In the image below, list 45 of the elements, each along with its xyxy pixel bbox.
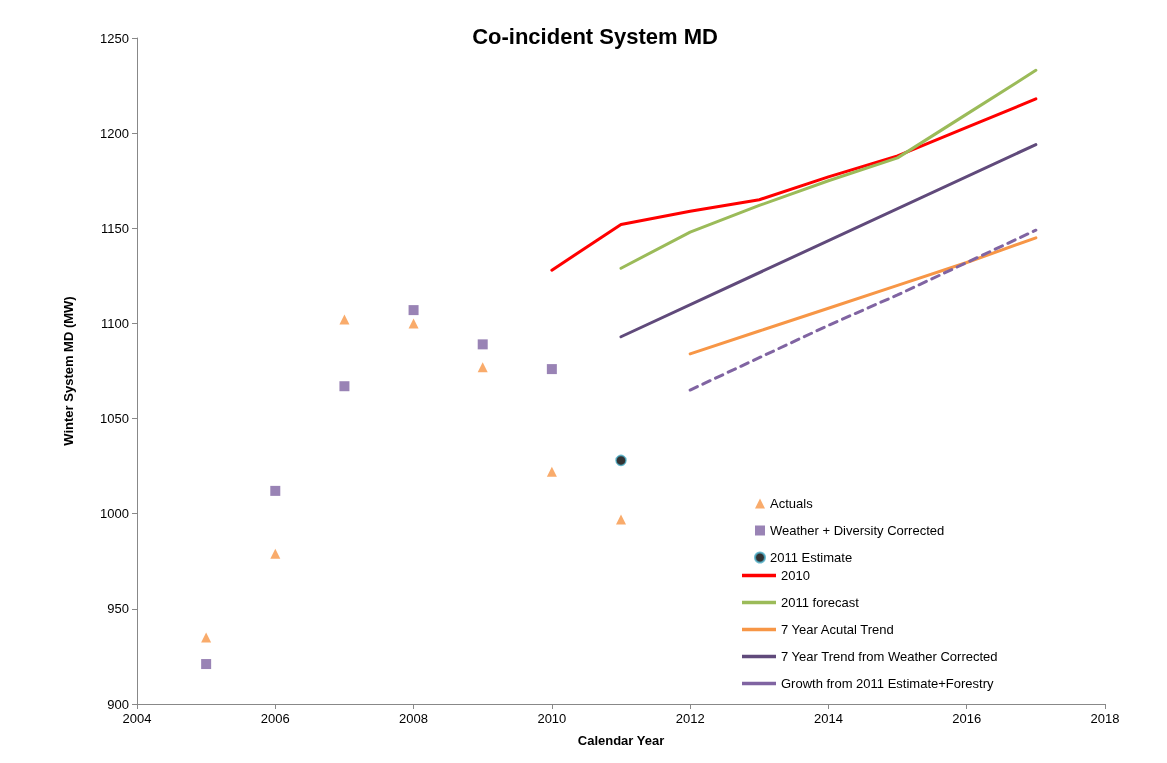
x-tick-label: 2016 bbox=[952, 711, 982, 726]
line-series bbox=[550, 97, 1038, 272]
legend-label: 2010 bbox=[781, 568, 810, 583]
legend-label: Actuals bbox=[770, 496, 814, 511]
point bbox=[408, 318, 419, 329]
point bbox=[270, 548, 281, 559]
x-tick-label: 2014 bbox=[813, 711, 843, 726]
x-axis-title: Calendar Year bbox=[577, 733, 665, 748]
point bbox=[201, 659, 212, 670]
point bbox=[616, 514, 626, 525]
legend-label: 2011 forecast bbox=[781, 595, 860, 610]
point bbox=[408, 305, 419, 316]
x-tick-label: 2008 bbox=[399, 711, 429, 726]
y-tick-label: 1200 bbox=[100, 125, 129, 141]
point bbox=[615, 454, 627, 467]
x-tick-label: 2004 bbox=[122, 711, 152, 726]
point bbox=[339, 381, 350, 392]
y-tick-label: 900 bbox=[107, 696, 129, 712]
x-tick-label: 2010 bbox=[537, 711, 567, 726]
y-tick-label: 1050 bbox=[100, 411, 129, 427]
y-tick-label: 1100 bbox=[101, 315, 129, 331]
x-tick-label: 2012 bbox=[675, 711, 705, 726]
line-series bbox=[619, 68, 1038, 270]
y-tick-label: 1150 bbox=[101, 220, 129, 236]
point bbox=[339, 314, 350, 325]
line-series bbox=[688, 236, 1038, 356]
y-axis-title: Winter System MD (MW) bbox=[61, 296, 76, 446]
line-series bbox=[688, 228, 1038, 392]
legend-label: Growth from 2011 Estimate+Forestry bbox=[781, 676, 995, 691]
chart-title: Co-incident System MD bbox=[472, 23, 718, 49]
point bbox=[201, 632, 212, 643]
y-tick-label: 950 bbox=[107, 601, 129, 617]
y-tick-label: 1000 bbox=[100, 506, 129, 522]
legend-label: Weather + Diversity Corrected bbox=[770, 523, 945, 538]
point bbox=[477, 339, 488, 350]
point bbox=[546, 364, 557, 375]
x-tick-label: 2018 bbox=[1090, 711, 1120, 726]
y-tick-label: 1250 bbox=[100, 30, 129, 46]
point bbox=[477, 362, 488, 373]
legend-label: 2011 Estimate bbox=[770, 550, 853, 565]
x-tick-label: 2006 bbox=[260, 711, 290, 726]
point bbox=[270, 485, 281, 496]
legend-label: 7 Year Trend from Weather Corrected bbox=[781, 649, 998, 664]
legend-label: 7 Year Acutal Trend bbox=[781, 622, 894, 637]
point bbox=[546, 466, 557, 477]
